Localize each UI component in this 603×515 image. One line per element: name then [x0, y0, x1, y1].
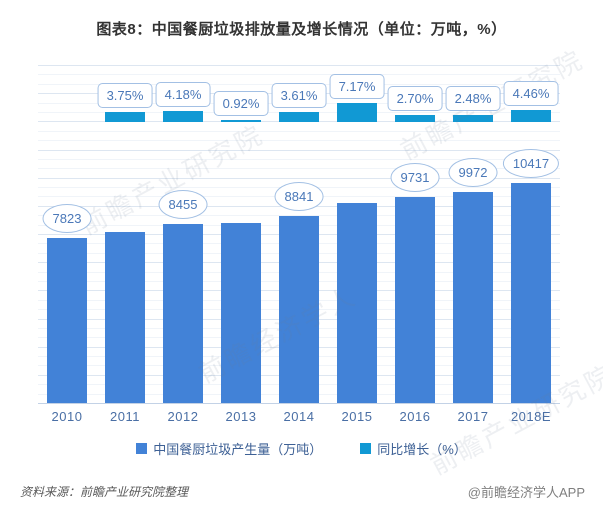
x-axis-labels: 2010 2011 2012 2013 2014 2015 2016 2017 2018E — [38, 409, 560, 424]
value-label-2017: 9972 — [448, 158, 498, 187]
growth-label-2017: 2.48% — [445, 86, 501, 111]
chart-column-2015: 7.17% — [328, 65, 386, 403]
production-bar-2015 — [337, 203, 377, 403]
major-gridline — [38, 150, 560, 151]
growth-bar-2014 — [279, 112, 319, 122]
growth-label-2014: 3.61% — [271, 83, 327, 108]
credit-note: @前瞻经济学人APP — [467, 485, 585, 500]
plot-area: 7823 3.75% 8455 4.18% 0.92% 8841 3.61% 7.17% 973… — [38, 65, 560, 404]
x-axis-label-2010: 2010 — [51, 409, 83, 424]
major-gridline — [38, 178, 560, 179]
value-label-2014: 8841 — [274, 182, 324, 211]
major-gridline — [38, 65, 560, 66]
x-axis-label-2016: 2016 — [399, 409, 431, 424]
value-label-2018E: 10417 — [502, 149, 560, 178]
growth-label-2013: 0.92% — [213, 91, 269, 116]
chart-column-2011: 3.75% — [96, 65, 154, 403]
source-note: 资料来源：前瞻产业研究院整理 — [20, 485, 189, 499]
value-label-2010: 7823 — [42, 204, 92, 233]
legend-marker-growth-icon — [360, 443, 372, 454]
x-axis-label-2011: 2011 — [110, 409, 140, 424]
x-axis-label-2014: 2014 — [283, 409, 315, 424]
x-axis-label-2018E: 2018E — [510, 409, 552, 424]
chart-column-2017: 9972 2.48% — [444, 65, 502, 403]
growth-label-2015: 7.17% — [329, 74, 385, 99]
production-bar-2014 — [279, 216, 319, 403]
x-axis-label-2017: 2017 — [457, 409, 489, 424]
chart-column-2010: 7823 — [38, 65, 96, 403]
growth-bar-2015 — [337, 103, 377, 122]
minor-gridline — [38, 168, 560, 169]
legend: 中国餐厨垃圾产生量（万吨） 同比增长（%） — [0, 439, 603, 458]
legend-label-production: 中国餐厨垃圾产生量（万吨） — [153, 442, 323, 457]
value-label-2016: 9731 — [390, 163, 440, 192]
production-bar-2010 — [47, 238, 87, 403]
chart-column-2018E: 10417 4.46% — [502, 65, 560, 403]
growth-label-2012: 4.18% — [155, 82, 211, 107]
chart-column-2016: 9731 2.70% — [386, 65, 444, 403]
legend-label-growth: 同比增长（%） — [377, 442, 467, 457]
production-bar-2013 — [221, 223, 261, 403]
production-bar-2017 — [453, 192, 493, 403]
growth-label-2016: 2.70% — [387, 86, 443, 111]
production-bar-2012 — [163, 224, 203, 403]
legend-item-growth: 同比增长（%） — [360, 439, 467, 458]
chart-column-2012: 8455 4.18% — [154, 65, 212, 403]
minor-gridline — [38, 215, 560, 216]
x-axis-label-2013: 2013 — [225, 409, 257, 424]
x-axis-label-2012: 2012 — [167, 409, 199, 424]
footer: 资料来源：前瞻产业研究院整理 @前瞻经济学人APP — [20, 482, 585, 501]
growth-bar-2016 — [395, 115, 435, 122]
chart-column-2014: 8841 3.61% — [270, 65, 328, 403]
minor-gridline — [38, 140, 560, 141]
chart-title: 图表8：中国餐厨垃圾排放量及增长情况（单位：万吨，%） — [96, 21, 507, 38]
minor-gridline — [38, 74, 560, 75]
production-bar-2016 — [395, 197, 435, 403]
chart-column-2013: 0.92% — [212, 65, 270, 403]
value-label-2012: 8455 — [158, 190, 208, 219]
x-axis-label-2015: 2015 — [341, 409, 373, 424]
legend-marker-production-icon — [136, 443, 148, 454]
major-gridline — [38, 403, 560, 404]
minor-gridline — [38, 131, 560, 132]
legend-item-production: 中国餐厨垃圾产生量（万吨） — [136, 439, 322, 458]
production-bar-2018E — [511, 183, 551, 403]
growth-bar-2017 — [453, 115, 493, 122]
growth-bar-2013 — [221, 120, 261, 122]
minor-gridline — [38, 159, 560, 160]
growth-label-2011: 3.75% — [97, 83, 153, 108]
growth-bar-2018E — [511, 110, 551, 122]
growth-bar-2011 — [105, 112, 145, 122]
growth-label-2018E: 4.46% — [503, 81, 559, 106]
production-bar-2011 — [105, 232, 145, 403]
growth-bar-2012 — [163, 111, 203, 122]
